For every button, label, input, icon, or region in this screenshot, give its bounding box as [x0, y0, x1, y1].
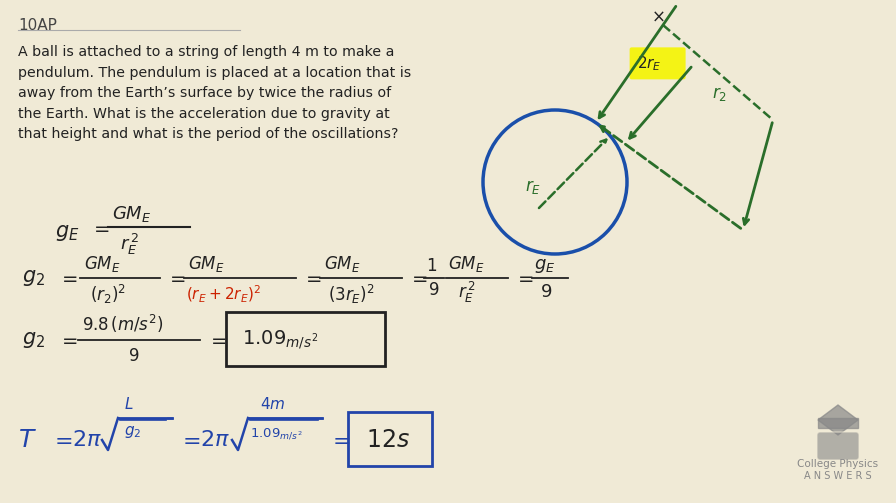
FancyBboxPatch shape	[630, 47, 685, 79]
Text: $(r_E + 2r_E)^2$: $(r_E + 2r_E)^2$	[186, 284, 261, 304]
Text: $1$: $1$	[426, 257, 437, 275]
Text: $=$: $=$	[302, 269, 323, 288]
Text: $r_E^{\,2}$: $r_E^{\,2}$	[120, 231, 139, 257]
Text: 10AP: 10AP	[18, 18, 56, 33]
Text: $(r_2)^2$: $(r_2)^2$	[90, 283, 126, 305]
Text: $GM_E$: $GM_E$	[324, 254, 360, 274]
Text: $=$: $=$	[207, 330, 228, 350]
Text: $r_2$: $r_2$	[712, 85, 728, 103]
Text: $(3r_E)^2$: $(3r_E)^2$	[328, 283, 375, 305]
Text: $g_2$: $g_2$	[22, 330, 45, 350]
Text: $r_E$: $r_E$	[525, 178, 541, 196]
Text: College Physics: College Physics	[797, 459, 879, 469]
Text: A N S W E R S: A N S W E R S	[805, 471, 872, 481]
Text: A ball is attached to a string of length 4 m to make a
pendulum. The pendulum is: A ball is attached to a string of length…	[18, 45, 411, 141]
Text: $GM_E$: $GM_E$	[188, 254, 225, 274]
Text: $2\pi$: $2\pi$	[200, 430, 230, 450]
FancyBboxPatch shape	[817, 432, 859, 460]
Text: $g_E$: $g_E$	[55, 223, 80, 243]
Text: $=$: $=$	[328, 430, 350, 450]
Text: $9.8\,(m/s^2)$: $9.8\,(m/s^2)$	[82, 313, 163, 335]
Text: $L$: $L$	[124, 396, 134, 412]
Text: $1.09_{m/s^2}$: $1.09_{m/s^2}$	[250, 427, 303, 441]
Text: $=$: $=$	[58, 269, 78, 288]
Text: $GM_E$: $GM_E$	[84, 254, 121, 274]
Text: $9$: $9$	[128, 347, 140, 365]
Text: $g_E$: $g_E$	[534, 257, 556, 275]
Text: $=$: $=$	[408, 269, 428, 288]
FancyBboxPatch shape	[226, 312, 385, 366]
Text: $9$: $9$	[540, 283, 552, 301]
Text: $2\pi$: $2\pi$	[72, 430, 102, 450]
Text: $r_E^{\,2}$: $r_E^{\,2}$	[458, 280, 476, 304]
Text: $=$: $=$	[514, 269, 534, 288]
Text: $=$: $=$	[50, 430, 73, 450]
Polygon shape	[818, 405, 858, 435]
Bar	[818, 418, 858, 428]
Text: $9$: $9$	[428, 281, 439, 299]
Text: $\times$: $\times$	[651, 8, 665, 26]
Text: $T$: $T$	[18, 428, 37, 452]
Text: $GM_E$: $GM_E$	[112, 204, 151, 224]
Text: $1.09_{m/s^2}$: $1.09_{m/s^2}$	[242, 328, 318, 352]
Text: $GM_E$: $GM_E$	[448, 254, 485, 274]
Text: $=$: $=$	[58, 330, 78, 350]
Text: $g_2$: $g_2$	[22, 268, 45, 288]
Text: $4m$: $4m$	[260, 396, 286, 412]
Text: $=$: $=$	[178, 430, 201, 450]
Text: $2r_E$: $2r_E$	[637, 54, 661, 73]
Text: $12s$: $12s$	[366, 428, 409, 452]
FancyBboxPatch shape	[348, 412, 432, 466]
Text: $=$: $=$	[166, 269, 186, 288]
Text: $=$: $=$	[90, 218, 110, 237]
Text: $g_2$: $g_2$	[124, 424, 142, 440]
